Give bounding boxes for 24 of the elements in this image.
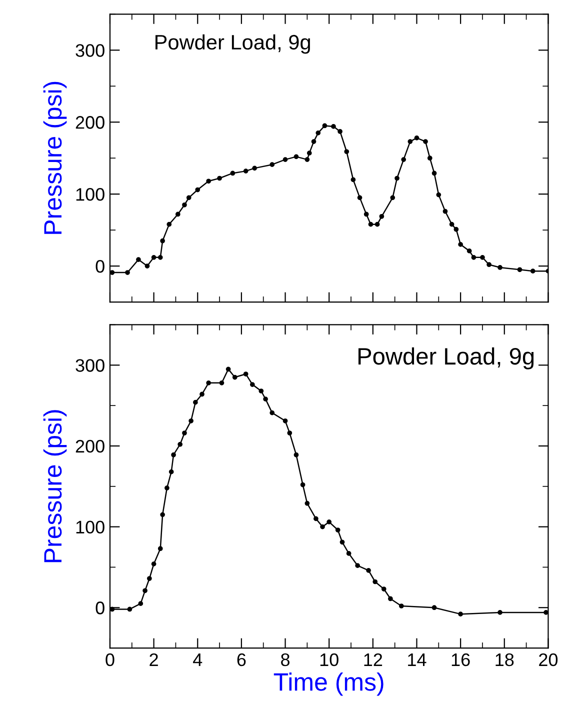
y-tick-label: 300 bbox=[76, 44, 104, 57]
y-tick-label: 100 bbox=[76, 188, 104, 201]
annotation: Powder Load, 9g bbox=[358, 347, 534, 370]
x-tick-label: 10 bbox=[320, 653, 338, 666]
y-tick-label: 200 bbox=[76, 116, 104, 129]
y-axis-title: Pressure (psi) bbox=[43, 410, 67, 562]
x-tick-label: 8 bbox=[281, 653, 290, 666]
x-axis-title: Time (ms) bbox=[274, 672, 384, 696]
x-tick-label: 16 bbox=[452, 653, 470, 666]
x-tick-label: 4 bbox=[193, 654, 202, 666]
x-tick-label: 14 bbox=[408, 654, 426, 666]
y-tick-label: 300 bbox=[76, 359, 104, 372]
x-tick-label: 20 bbox=[539, 653, 558, 666]
x-tick-label: 12 bbox=[364, 653, 382, 666]
y-tick-label: 100 bbox=[76, 520, 104, 534]
x-tick-label: 6 bbox=[237, 653, 246, 666]
y-axis-title: Pressure (psi) bbox=[43, 82, 67, 234]
x-tick-label: 2 bbox=[150, 653, 158, 666]
y-tick-label: 200 bbox=[76, 440, 104, 453]
y-tick-label: 0 bbox=[96, 602, 104, 614]
x-tick-label: 18 bbox=[496, 653, 514, 666]
y-tick-label: 0 bbox=[96, 260, 104, 273]
x-tick-label: 0 bbox=[106, 653, 114, 666]
annotation: Powder Load, 9g bbox=[156, 34, 310, 54]
